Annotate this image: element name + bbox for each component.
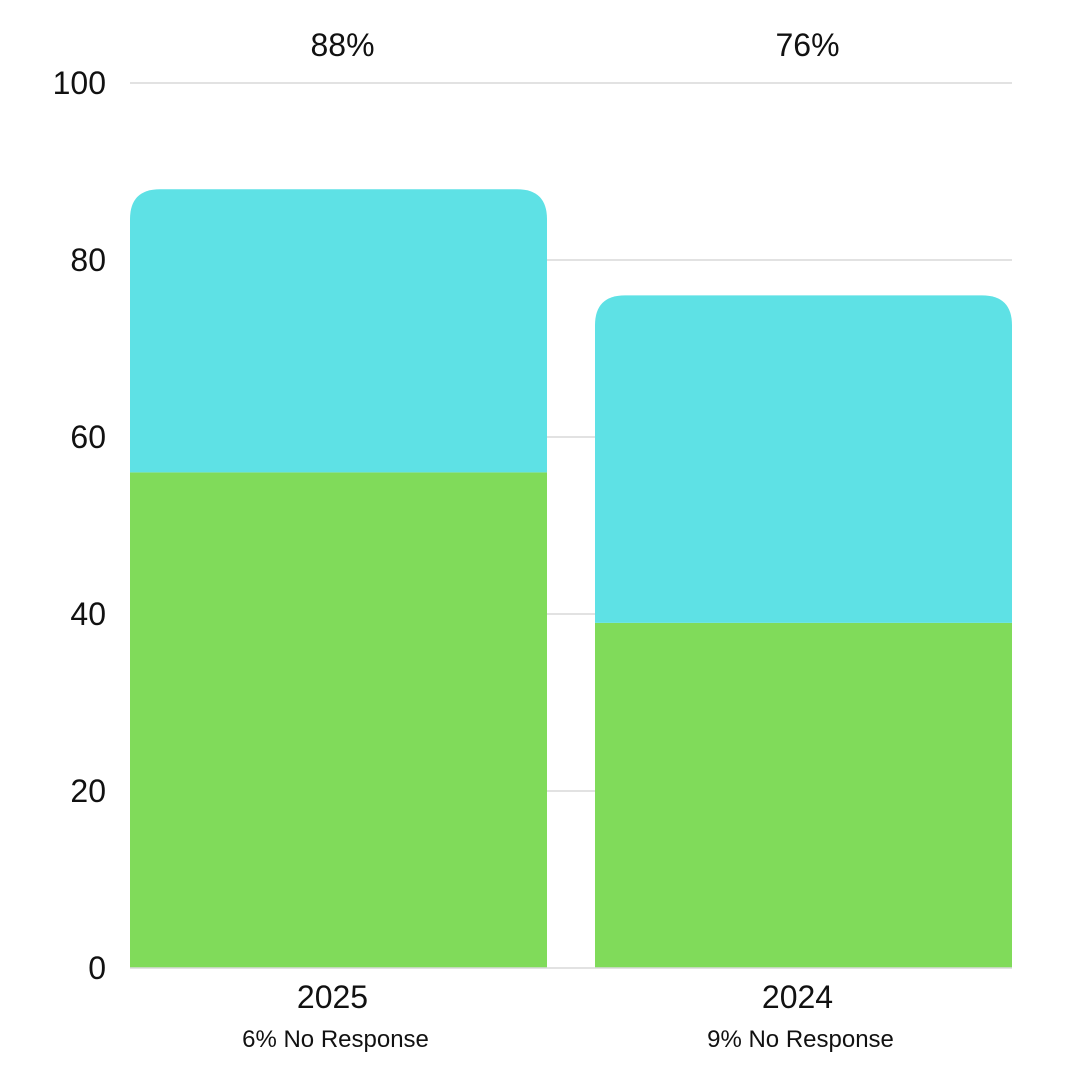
- y-tick-label: 20: [70, 773, 106, 809]
- y-axis-ticks: 0 20 40 60 80 100: [53, 65, 106, 986]
- y-tick-label: 100: [53, 65, 106, 101]
- bar-segment-2024-2: [595, 295, 1012, 623]
- x-category-label: 2025: [297, 979, 368, 1015]
- y-tick-label: 80: [70, 242, 106, 278]
- no-response-label: 6% No Response: [242, 1026, 429, 1053]
- y-tick-label: 40: [70, 596, 106, 632]
- y-tick-label: 60: [70, 419, 106, 455]
- bar-labels: 88% 2025 6% No Response 76% 2024 9% No Respon…: [242, 27, 894, 1053]
- bar-segment-2025-2: [130, 189, 547, 473]
- no-response-label: 9% No Response: [707, 1026, 894, 1053]
- bars: [130, 189, 1012, 968]
- x-category-label: 2024: [762, 979, 833, 1015]
- bar-segment-2024-1: [595, 622, 1012, 968]
- total-label: 76%: [775, 27, 839, 63]
- y-tick-label: 0: [88, 950, 106, 986]
- bar-segment-2025-1: [130, 472, 547, 968]
- total-label: 88%: [310, 27, 374, 63]
